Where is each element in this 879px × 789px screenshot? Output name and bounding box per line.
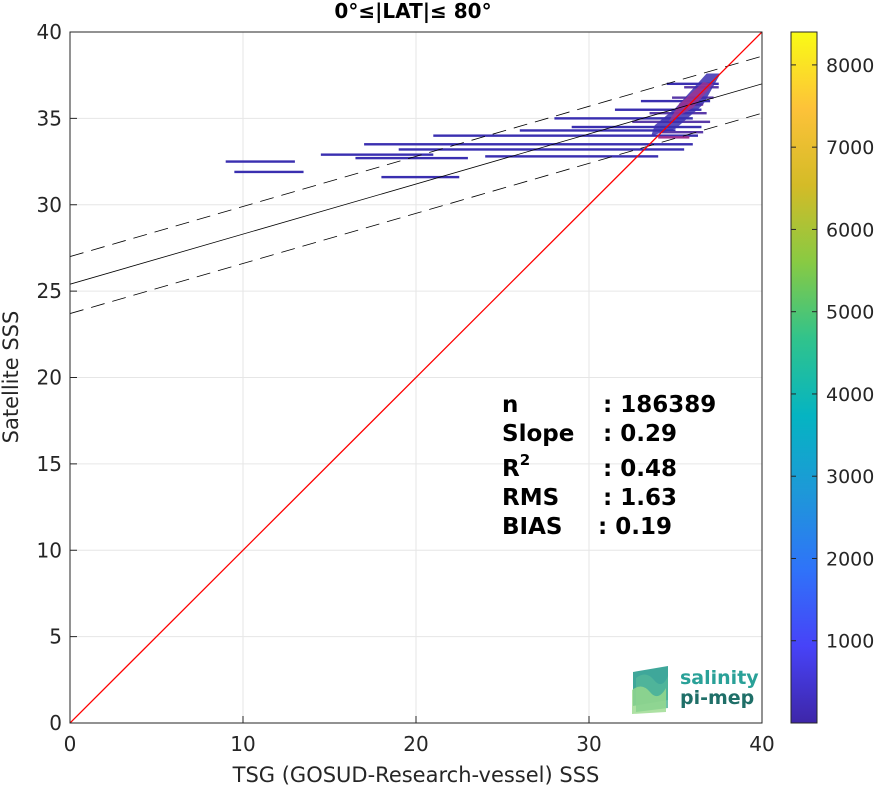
colorbar-tick-label: 8000 — [826, 55, 874, 77]
y-axis-ticks: 0 5 10 15 20 25 30 35 40 — [37, 20, 77, 735]
y-tick-label: 30 — [37, 193, 62, 217]
colorbar-tick-label: 2000 — [826, 548, 874, 570]
x-tick-label: 40 — [749, 732, 774, 756]
wave-layers-icon — [632, 666, 668, 714]
colorbar-ticks: 1000 2000 3000 4000 5000 6000 7000 8000 — [791, 55, 874, 653]
logo-line1: salinity — [680, 667, 759, 689]
y-tick-label: 40 — [37, 20, 62, 44]
density-segment — [398, 148, 685, 151]
x-axis-ticks: 0 10 20 30 40 — [64, 716, 775, 756]
stats-box: n : 186389 Slope : 0.29 R2 : 0.48 RMS : … — [502, 392, 716, 540]
density-segment — [661, 130, 704, 134]
stat-n-key: n — [502, 392, 518, 418]
y-tick-label: 0 — [49, 711, 62, 735]
y-tick-label: 15 — [37, 452, 62, 476]
density-segment — [355, 156, 468, 160]
salinity-pi-mep-logo: salinity pi-mep — [632, 666, 759, 714]
colorbar-tick-label: 5000 — [826, 302, 874, 324]
colorbar-tick-label: 6000 — [826, 219, 874, 241]
density-segment — [381, 175, 460, 179]
fit-line — [70, 83, 762, 285]
x-tick-label: 10 — [230, 732, 255, 756]
density-segment — [485, 155, 659, 158]
stat-rms-value: : 1.63 — [603, 485, 677, 511]
stat-bias-value: : 0.19 — [598, 514, 672, 540]
y-tick-label: 5 — [49, 625, 62, 649]
colorbar — [790, 31, 818, 724]
density-segment — [234, 170, 304, 174]
density-segment — [364, 143, 693, 146]
density-segment — [640, 99, 711, 103]
x-axis-label: TSG (GOSUD-Research-vessel) SSS — [232, 763, 600, 787]
y-tick-label: 35 — [37, 106, 62, 130]
density-cloud — [225, 73, 721, 179]
density-segment — [666, 82, 719, 86]
colorbar-tick-label: 1000 — [826, 631, 874, 653]
density-segment — [433, 134, 698, 137]
density-segment — [225, 160, 295, 163]
colorbar-tick-label: 7000 — [826, 137, 874, 159]
density-segment — [571, 125, 702, 129]
density-segment — [519, 129, 676, 132]
stat-rms-key: RMS — [502, 485, 559, 511]
y-tick-label: 20 — [37, 366, 62, 390]
density-segment — [614, 108, 702, 111]
density-segment — [320, 153, 434, 156]
x-tick-label: 20 — [403, 732, 428, 756]
colorbar-tick-label: 4000 — [826, 384, 874, 406]
stat-r2-base: R — [502, 456, 520, 482]
stat-slope-key: Slope — [502, 421, 574, 447]
x-tick-label: 30 — [576, 732, 601, 756]
stat-slope-value: : 0.29 — [603, 421, 677, 447]
density-segment — [554, 117, 693, 120]
stat-r2-sup: 2 — [520, 451, 530, 469]
colorbar-tick-label: 3000 — [826, 466, 874, 488]
stat-r2-key: R2 — [502, 451, 530, 482]
x-tick-label: 0 — [64, 732, 77, 756]
one-to-one-line — [70, 32, 762, 723]
y-tick-label: 25 — [37, 279, 62, 303]
stat-r2-value: : 0.48 — [603, 456, 677, 482]
regression-lines — [70, 32, 762, 723]
chart-title: 0°≤|LAT|≤ 80° — [334, 0, 491, 23]
fit-band-upper — [70, 55, 762, 257]
stat-n-value: : 186389 — [603, 392, 716, 418]
y-tick-label: 10 — [37, 538, 62, 562]
stat-bias-key: BIAS — [502, 514, 562, 540]
y-axis-label: Satellite SSS — [0, 311, 23, 444]
logo-line2: pi-mep — [680, 687, 754, 709]
density-segment — [658, 136, 690, 139]
